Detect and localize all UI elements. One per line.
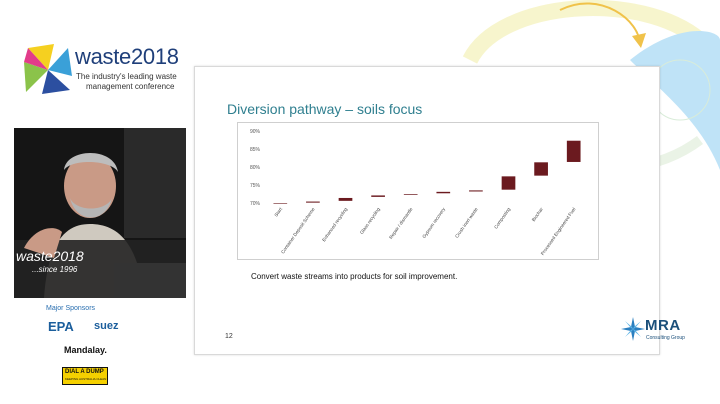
x-tick-label: Start	[273, 206, 283, 217]
x-tick-label: Biochar	[531, 206, 544, 222]
dial-a-dump-sub: KEEPING AUSTRALIA CLEAN	[65, 377, 107, 381]
slide-page-number: 12	[225, 333, 233, 340]
waterfall-bar	[273, 203, 288, 204]
waterfall-bar	[469, 190, 483, 192]
star-logo-icon	[621, 317, 645, 341]
y-tick-label: 85%	[250, 147, 261, 153]
sponsor-epa: EPA	[48, 319, 74, 334]
speaker-video: waste2018 ...since 1996	[14, 128, 186, 298]
conference-tagline-1: The industry's leading waste	[76, 72, 177, 81]
y-tick-label: 80%	[250, 165, 261, 171]
waterfall-bar	[501, 176, 516, 190]
waterfall-bar	[371, 195, 385, 197]
sponsor-dial-a-dump: DIAL A DUMP KEEPING AUSTRALIA CLEAN	[62, 367, 108, 385]
waterfall-bar	[338, 197, 353, 201]
pinwheel-logo-icon	[24, 44, 72, 94]
x-tick-label: Processed Engineered Fuel	[540, 207, 577, 256]
sponsor-suez: suez	[94, 320, 119, 332]
sponsors-title: Major Sponsors	[46, 305, 96, 312]
waterfall-chart: 70% 75% 80% 85% 90% Start Container Deposit Sc…	[237, 122, 599, 260]
y-tick-label: 70%	[250, 201, 261, 207]
x-tick-label: Glass recycling	[359, 206, 381, 235]
x-tick-label: Container Deposit Scheme	[280, 206, 316, 254]
slide-title: Diversion pathway – soils focus	[227, 101, 423, 117]
conference-tagline-2: management conference	[86, 82, 175, 91]
dial-a-dump-label: DIAL A DUMP	[65, 369, 104, 375]
speaker-image	[14, 128, 186, 298]
conference-logo: waste2018 The industry's leading waste m…	[20, 40, 190, 102]
company-name: MRA	[645, 317, 681, 334]
podium-brand: waste2018	[16, 248, 84, 264]
x-tick-label: Gypsum recovery	[421, 206, 446, 239]
x-tick-label: Enhanced recycling	[321, 206, 348, 242]
x-tick-label: Crush inert waste	[454, 206, 479, 239]
y-tick-label: 90%	[250, 129, 261, 135]
sponsors-panel: Major Sponsors EPA suez Mandalay. DIAL A…	[40, 305, 180, 395]
conference-brand: waste2018	[75, 44, 179, 69]
company-sub: Consulting Group	[646, 335, 685, 341]
y-tick-label: 75%	[250, 183, 261, 189]
waterfall-bar	[436, 191, 451, 194]
company-logo: MRA Consulting Group	[621, 317, 691, 347]
waterfall-bar	[306, 201, 320, 203]
x-tick-label: Composting	[493, 206, 511, 229]
podium-since: ...since 1996	[32, 265, 78, 274]
waterfall-bar	[566, 140, 581, 162]
x-tick-label: Repair / dismantle	[388, 206, 414, 240]
waterfall-bar	[534, 162, 548, 176]
slide-caption: Convert waste streams into products for …	[251, 272, 458, 281]
sponsor-mandalay: Mandalay.	[64, 345, 107, 355]
waterfall-bar	[403, 194, 418, 195]
presentation-slide: Diversion pathway – soils focus 70% 75% 80…	[194, 66, 685, 355]
